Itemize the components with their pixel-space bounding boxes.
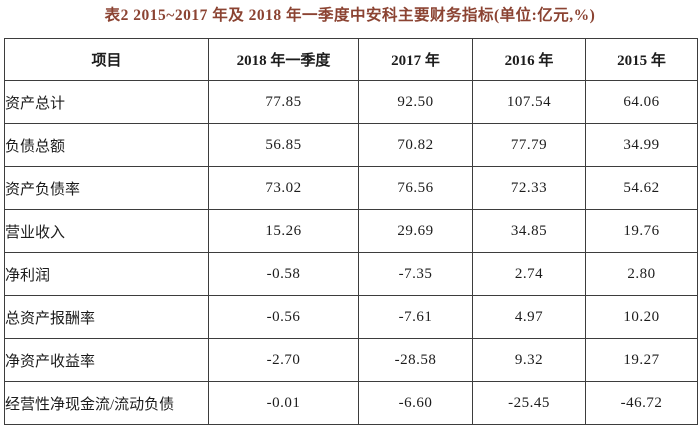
table-body: 资产总计 77.85 92.50 107.54 64.06 负债总额 56.85… bbox=[4, 80, 698, 425]
cell-value: 34.99 bbox=[585, 123, 698, 167]
cell-value: 70.82 bbox=[358, 123, 473, 167]
header-2016: 2016 年 bbox=[472, 38, 586, 81]
table-row: 资产总计 77.85 92.50 107.54 64.06 bbox=[4, 80, 698, 124]
cell-value: -0.58 bbox=[208, 252, 359, 296]
cell-value: 9.32 bbox=[472, 338, 586, 382]
row-label: 负债总额 bbox=[4, 123, 209, 167]
header-2018q1: 2018 年一季度 bbox=[208, 38, 359, 81]
table-row: 净利润 -0.58 -7.35 2.74 2.80 bbox=[4, 252, 698, 296]
header-row: 项目 2018 年一季度 2017 年 2016 年 2015 年 bbox=[4, 38, 698, 81]
table-row: 资产负债率 73.02 76.56 72.33 54.62 bbox=[4, 166, 698, 210]
cell-value: -2.70 bbox=[208, 338, 359, 382]
table-row: 营业收入 15.26 29.69 34.85 19.76 bbox=[4, 209, 698, 253]
table-header: 项目 2018 年一季度 2017 年 2016 年 2015 年 bbox=[4, 38, 698, 81]
cell-value: 15.26 bbox=[208, 209, 359, 253]
cell-value: 29.69 bbox=[358, 209, 473, 253]
cell-value: 4.97 bbox=[472, 295, 586, 339]
cell-value: -7.35 bbox=[358, 252, 473, 296]
row-label: 营业收入 bbox=[4, 209, 209, 253]
cell-value: 107.54 bbox=[472, 80, 586, 124]
cell-value: 73.02 bbox=[208, 166, 359, 210]
cell-value: -28.58 bbox=[358, 338, 473, 382]
cell-value: 64.06 bbox=[585, 80, 698, 124]
table-row: 负债总额 56.85 70.82 77.79 34.99 bbox=[4, 123, 698, 167]
cell-value: -6.60 bbox=[358, 381, 473, 425]
cell-value: 10.20 bbox=[585, 295, 698, 339]
table-title: 表2 2015~2017 年及 2018 年一季度中安科主要财务指标(单位:亿元… bbox=[104, 7, 596, 24]
cell-value: -25.45 bbox=[472, 381, 586, 425]
cell-value: 72.33 bbox=[472, 166, 586, 210]
row-label: 净利润 bbox=[4, 252, 209, 296]
cell-value: -0.01 bbox=[208, 381, 359, 425]
table-row: 经营性净现金流/流动负债 -0.01 -6.60 -25.45 -46.72 bbox=[4, 381, 698, 425]
cell-value: 2.80 bbox=[585, 252, 698, 296]
cell-value: 76.56 bbox=[358, 166, 473, 210]
row-label: 资产总计 bbox=[4, 80, 209, 124]
cell-value: 19.27 bbox=[585, 338, 698, 382]
row-label: 净资产收益率 bbox=[4, 338, 209, 382]
cell-value: -46.72 bbox=[585, 381, 698, 425]
row-label: 经营性净现金流/流动负债 bbox=[4, 381, 209, 425]
cell-value: 34.85 bbox=[472, 209, 586, 253]
header-item: 项目 bbox=[4, 38, 209, 81]
financial-indicators-table: 项目 2018 年一季度 2017 年 2016 年 2015 年 资产总计 7… bbox=[4, 38, 698, 425]
row-label: 总资产报酬率 bbox=[4, 295, 209, 339]
cell-value: 54.62 bbox=[585, 166, 698, 210]
cell-value: -0.56 bbox=[208, 295, 359, 339]
table-row: 净资产收益率 -2.70 -28.58 9.32 19.27 bbox=[4, 338, 698, 382]
cell-value: 77.85 bbox=[208, 80, 359, 124]
cell-value: 2.74 bbox=[472, 252, 586, 296]
cell-value: -7.61 bbox=[358, 295, 473, 339]
row-label: 资产负债率 bbox=[4, 166, 209, 210]
cell-value: 77.79 bbox=[472, 123, 586, 167]
table-row: 总资产报酬率 -0.56 -7.61 4.97 10.20 bbox=[4, 295, 698, 339]
header-2017: 2017 年 bbox=[358, 38, 473, 81]
header-2015: 2015 年 bbox=[585, 38, 698, 81]
cell-value: 19.76 bbox=[585, 209, 698, 253]
cell-value: 56.85 bbox=[208, 123, 359, 167]
cell-value: 92.50 bbox=[358, 80, 473, 124]
